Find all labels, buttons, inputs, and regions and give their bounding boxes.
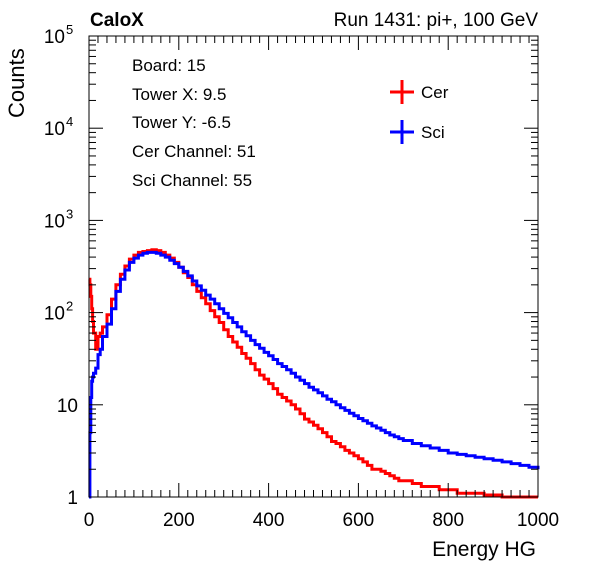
info-line-board: Board: 15: [132, 56, 206, 75]
info-box: Board: 15 Tower X: 9.5 Tower Y: -6.5 Cer…: [132, 56, 256, 190]
series-line-sci: [88, 250, 540, 499]
legend: Cer Sci: [390, 80, 449, 144]
legend-entry-cer: Cer: [390, 80, 449, 104]
y-tick-exponent: 5: [66, 22, 73, 37]
x-tick-label: 200: [163, 510, 195, 531]
x-tick-label: 1000: [517, 510, 559, 531]
y-tick-exponent: 3: [66, 206, 73, 221]
y-axis-label: Counts: [4, 48, 29, 118]
y-tick-label: 1: [67, 488, 78, 509]
y-tick-label: 10: [57, 396, 78, 417]
series-line-cer: [88, 248, 538, 499]
info-line-tower-x: Tower X: 9.5: [132, 85, 227, 104]
info-line-sci-channel: Sci Channel: 55: [132, 171, 252, 190]
x-axis-label: Energy HG: [432, 538, 536, 561]
plot-frame: [88, 35, 539, 498]
x-tick-label: 0: [84, 510, 95, 531]
x-tick-label: 800: [432, 510, 464, 531]
y-tick-label: 10: [44, 304, 65, 325]
experiment-label: CaloX: [90, 10, 144, 31]
info-line-tower-y: Tower Y: -6.5: [132, 113, 231, 132]
x-tick-label: 600: [343, 510, 375, 531]
run-info-label: Run 1431: pi+, 100 GeV: [334, 10, 539, 31]
info-line-cer-channel: Cer Channel: 51: [132, 142, 256, 161]
legend-label-sci: Sci: [421, 123, 445, 142]
legend-entry-sci: Sci: [390, 120, 445, 144]
y-tick-label: 10: [44, 211, 65, 232]
y-tick-exponent: 2: [66, 299, 73, 314]
y-tick-exponent: 4: [66, 114, 73, 129]
series-layer: [88, 248, 540, 499]
legend-label-cer: Cer: [421, 83, 449, 102]
y-tick-label: 10: [44, 27, 65, 48]
x-tick-label: 400: [253, 510, 285, 531]
y-tick-label: 10: [44, 119, 65, 140]
